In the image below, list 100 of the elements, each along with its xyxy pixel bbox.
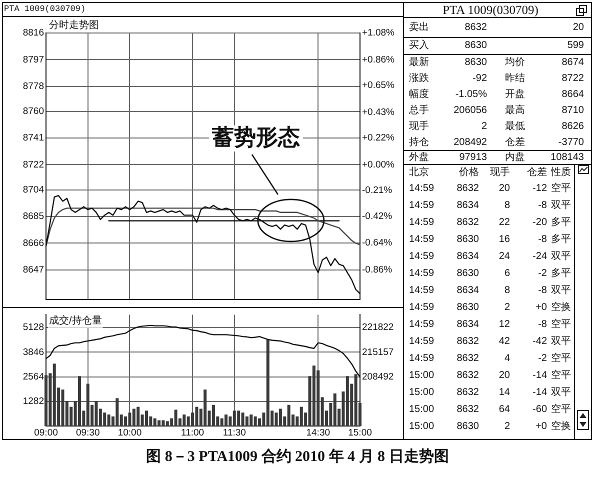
text: 8630 (464, 56, 487, 70)
y2-tick-label: -0.21% (362, 185, 393, 196)
text: 现手 (490, 166, 510, 180)
text: -8 (538, 318, 547, 332)
text: 14:59 (409, 352, 434, 366)
text: 8632 (456, 216, 479, 230)
bar (132, 408, 136, 426)
text: 最新 (409, 56, 429, 70)
text: -92 (472, 72, 487, 86)
text: 8626 (562, 120, 584, 134)
chart-title: 成交/持仓量 (49, 314, 102, 326)
bar (254, 416, 257, 426)
annotation: 蓄势形态 (210, 124, 300, 150)
bar (107, 414, 110, 426)
text: 20 (498, 182, 510, 196)
bar (241, 412, 244, 426)
text: 卖出 (409, 20, 429, 35)
text: -8 (538, 199, 547, 213)
y-tick-label: 8685 (22, 211, 44, 222)
text: 206056 (454, 104, 487, 118)
text: 64 (498, 403, 510, 417)
y2-tick-label: +0.00% (362, 160, 396, 171)
text: 昨结 (505, 72, 525, 86)
bar (136, 406, 140, 426)
text: 空平 (551, 182, 571, 196)
x-tick-label: 09:00 (34, 427, 58, 438)
y2-tick-label: +0.86% (362, 54, 396, 66)
text: 双平 (551, 199, 571, 213)
text: 108143 (550, 151, 584, 164)
bar (232, 410, 236, 426)
y2-tick-label: -0.64% (362, 238, 393, 249)
text: 持仓 (409, 136, 429, 150)
text: 8632 (456, 335, 479, 349)
bar (166, 421, 169, 426)
text: 14:59 (409, 301, 434, 315)
text: 15:00 (409, 403, 434, 417)
bar (274, 412, 278, 426)
text: -2 (538, 267, 547, 281)
text: 14:59 (409, 318, 434, 332)
text: 8634 (456, 318, 479, 332)
y2-tick-label: 208492 (362, 371, 394, 382)
text: -1.05% (455, 88, 487, 102)
text: 8674 (562, 56, 584, 70)
text: 14:59 (409, 216, 434, 230)
text: 多平 (551, 233, 571, 247)
text: 仓差 (527, 166, 547, 180)
text: -20 (532, 216, 547, 230)
text: -12 (532, 182, 547, 196)
y2-tick-label: -0.42% (362, 210, 393, 222)
text: 空换 (551, 420, 571, 434)
text: 16 (498, 233, 510, 247)
bar (266, 340, 270, 426)
x-tick-label: 11:00 (180, 427, 204, 438)
text: 6 (504, 267, 510, 281)
text: -8 (538, 233, 547, 247)
text: 8630 (456, 233, 479, 247)
text: +0 (536, 420, 547, 434)
text: 北京 (409, 166, 429, 180)
text: -14 (532, 369, 547, 383)
text: 仓差 (505, 136, 525, 150)
text: 208492 (454, 136, 487, 150)
text: 8632 (456, 386, 479, 400)
text: 15:00 (409, 369, 434, 383)
text: 8630 (456, 267, 479, 281)
text: 双平 (551, 335, 571, 349)
chart-subtitle: 分时走势图 (49, 18, 99, 31)
x-tick-label: 09:30 (76, 427, 100, 438)
y2-tick-label: +0.22% (362, 132, 396, 144)
text: 买入 (409, 38, 429, 53)
bar (116, 398, 119, 426)
text: 14:59 (409, 335, 434, 349)
bar (212, 404, 215, 426)
text: 8632 (456, 182, 479, 196)
text: 总手 (409, 104, 429, 118)
text: 8632 (456, 403, 479, 417)
chart-title: PTA 1009(030709) (4, 3, 86, 16)
text: 空平 (551, 318, 571, 332)
bar (354, 374, 358, 426)
y2-tick-label: 215157 (362, 346, 394, 358)
text: 14:59 (409, 267, 434, 281)
y-tick-label: 8741 (22, 132, 44, 144)
text: 均价 (505, 56, 525, 70)
y-tick-label: 8816 (22, 28, 44, 39)
x-tick-label: 14:30 (306, 427, 330, 438)
bar (124, 416, 128, 426)
text: 8722 (562, 72, 584, 86)
bar (86, 384, 90, 426)
bar (44, 375, 48, 426)
text: 14 (498, 386, 510, 400)
text: 42 (498, 335, 510, 349)
text: 22 (498, 216, 510, 230)
text: 20 (498, 369, 510, 383)
bar (220, 418, 224, 426)
text: -24 (532, 250, 547, 264)
text: 空平 (551, 368, 571, 383)
text: 多平 (551, 267, 571, 281)
text: 14:59 (409, 250, 434, 264)
text: 涨跌 (409, 72, 429, 86)
text: 14:59 (409, 199, 434, 213)
text: 8632 (456, 369, 479, 383)
